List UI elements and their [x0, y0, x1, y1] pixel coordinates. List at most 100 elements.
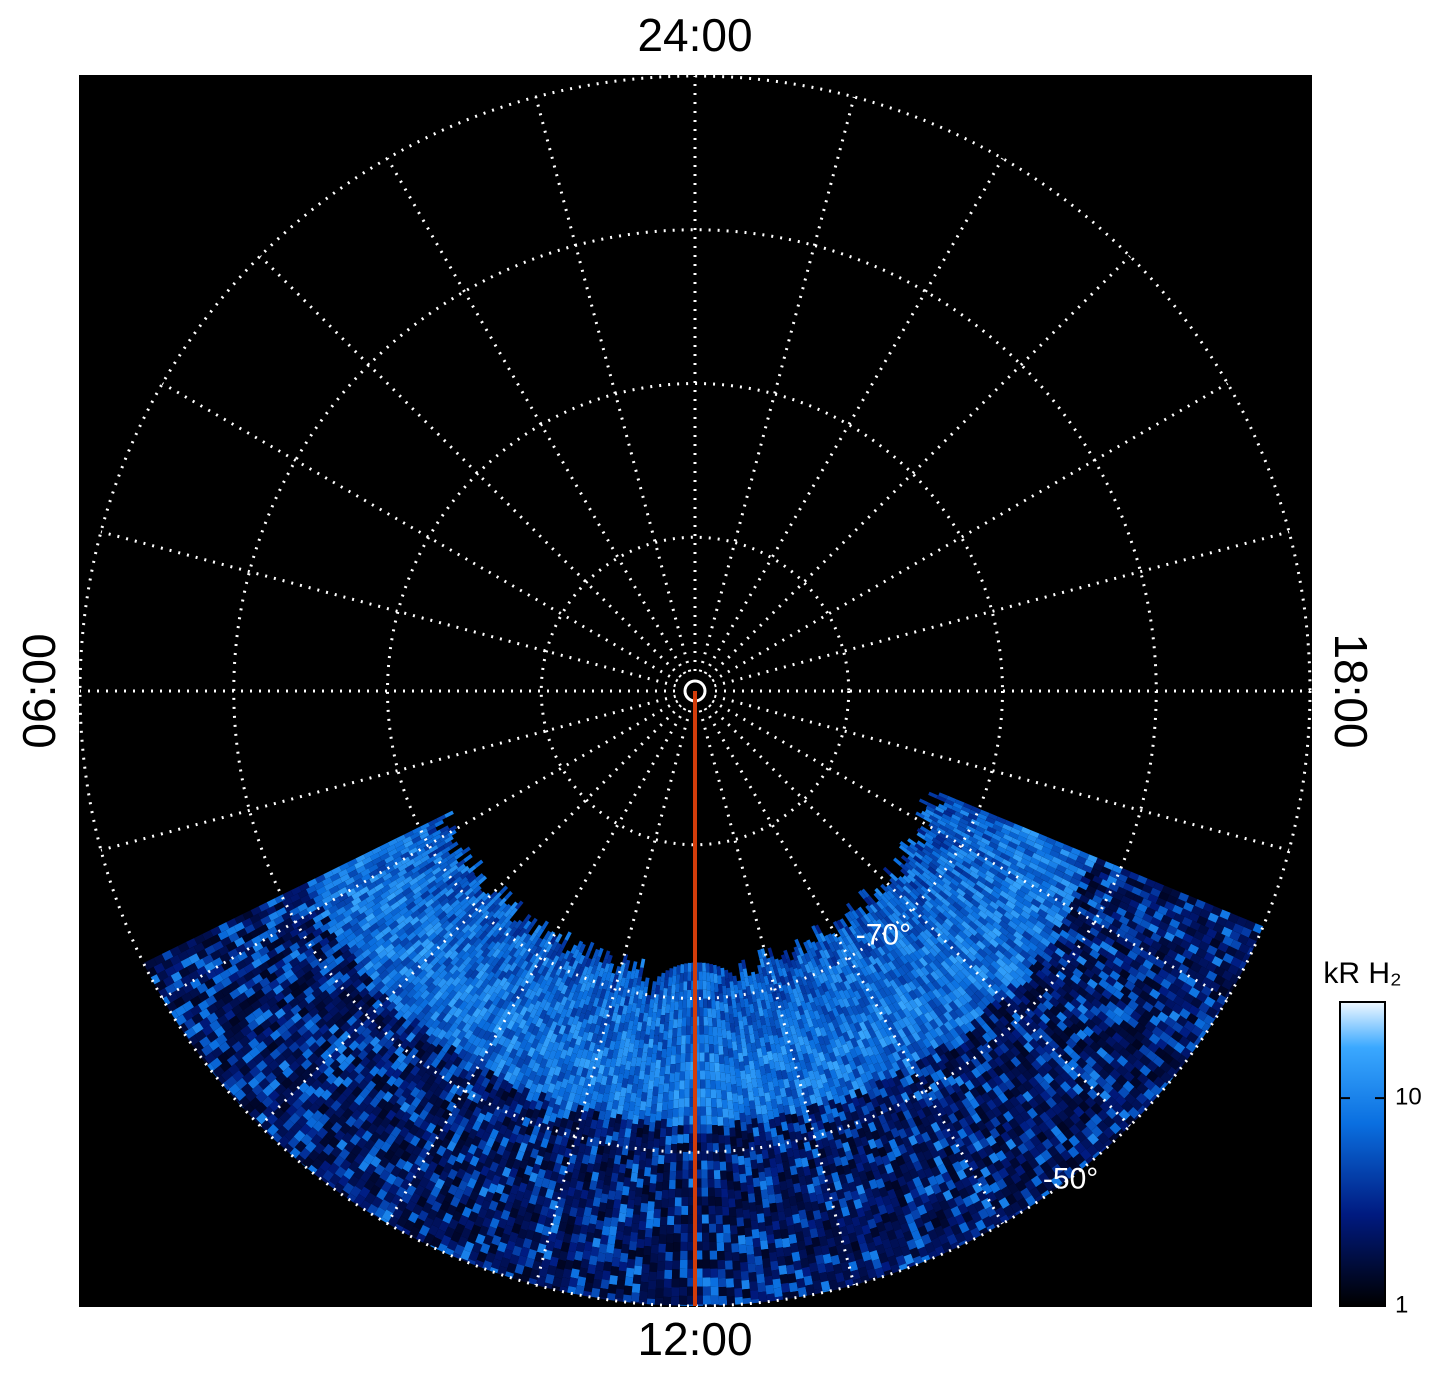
emission-cell [445, 909, 456, 919]
emission-cell [369, 928, 381, 938]
emission-cell [431, 947, 442, 958]
emission-cell [653, 1077, 660, 1087]
emission-cell [485, 910, 495, 921]
emission-cell [444, 935, 454, 945]
emission-cell [399, 979, 411, 990]
emission-cell [323, 870, 334, 880]
emission-cell [655, 1059, 662, 1070]
emission-cell [685, 1034, 691, 1044]
emission-cell [740, 1182, 748, 1193]
emission-cell [723, 1055, 730, 1066]
emission-cell [702, 1286, 711, 1296]
emission-cell [196, 965, 208, 977]
emission-cell [721, 1090, 728, 1100]
emission-cell [720, 1072, 726, 1082]
emission-cell [398, 951, 409, 962]
emission-cell [311, 927, 323, 938]
emission-cell [196, 982, 209, 995]
emission-cell [219, 1060, 232, 1072]
emission-cell [682, 1160, 689, 1170]
emission-cell [287, 1024, 299, 1036]
emission-cell [358, 987, 370, 999]
emission-cell [642, 1254, 651, 1265]
emission-cell [716, 1018, 722, 1029]
emission-cell [597, 1252, 606, 1263]
emission-cell [377, 949, 388, 960]
emission-cell [226, 1054, 239, 1067]
emission-cell [637, 1169, 645, 1180]
emission-cell [760, 1189, 769, 1200]
emission-cell [720, 1081, 727, 1091]
emission-cell [349, 910, 361, 920]
emission-cell [736, 1217, 745, 1227]
emission-cell [410, 934, 421, 945]
emission-cell [664, 1269, 673, 1280]
emission-cell [244, 923, 256, 935]
emission-cell [368, 1011, 379, 1023]
emission-cell [685, 1052, 691, 1062]
emission-cell [593, 1270, 604, 1281]
emission-cell [350, 922, 361, 933]
emission-cell [202, 954, 214, 965]
emission-cell [431, 887, 442, 897]
emission-cell [657, 1041, 663, 1052]
emission-cell [726, 1171, 734, 1181]
emission-cell [209, 934, 221, 945]
emission-cell [590, 1287, 601, 1299]
emission-cell [283, 1018, 296, 1030]
emission-cell [258, 902, 270, 912]
emission-cell [290, 1004, 302, 1016]
emission-cell [412, 920, 423, 930]
emission-cell [675, 983, 680, 993]
emission-cell [656, 1050, 662, 1061]
emission-cell [298, 958, 310, 969]
emission-cell [326, 1034, 339, 1046]
emission-cell [603, 1261, 613, 1272]
emission-cell [353, 878, 364, 887]
emission-cell [735, 1076, 742, 1087]
emission-cell [341, 922, 352, 932]
emission-cell [213, 964, 225, 976]
emission-cell [725, 1162, 733, 1172]
emission-cell [682, 1142, 690, 1152]
emission-cell [780, 1282, 791, 1293]
emission-cell [645, 1149, 653, 1159]
emission-cell [244, 987, 256, 999]
emission-cell [440, 919, 451, 930]
emission-cell [702, 1277, 711, 1287]
emission-cell [657, 1093, 664, 1103]
emission-cell [418, 827, 429, 836]
emission-cell [457, 910, 467, 920]
emission-cell [643, 1245, 652, 1256]
emission-cell [269, 1021, 281, 1033]
emission-cell [227, 964, 239, 976]
emission-cell [418, 975, 429, 986]
emission-cell [654, 1120, 662, 1130]
emission-cell [645, 1097, 653, 1108]
emission-cell [361, 948, 372, 959]
emission-cell [411, 835, 422, 844]
emission-cell [651, 1095, 658, 1105]
emission-cell [671, 975, 677, 985]
emission-cell [667, 1215, 675, 1226]
emission-cell [431, 934, 442, 945]
emission-cell [331, 877, 343, 887]
emission-cell [719, 1063, 726, 1073]
emission-cell [625, 1208, 634, 1218]
emission-cell [320, 889, 332, 899]
emission-cell [410, 909, 421, 920]
emission-cell [382, 872, 393, 882]
emission-cell [715, 1089, 722, 1099]
emission-cell [261, 1096, 274, 1108]
emission-cell [741, 1279, 750, 1290]
emission-cell [728, 1057, 735, 1067]
emission-cell [285, 1094, 297, 1107]
emission-cell [410, 865, 421, 874]
emission-cell [291, 1087, 304, 1100]
emission-cell [777, 1256, 786, 1267]
emission-cell [682, 999, 687, 1009]
emission-cell [430, 956, 440, 967]
emission-cell [257, 994, 270, 1006]
emission-cell [727, 1109, 735, 1119]
emission-cell [781, 1237, 791, 1248]
